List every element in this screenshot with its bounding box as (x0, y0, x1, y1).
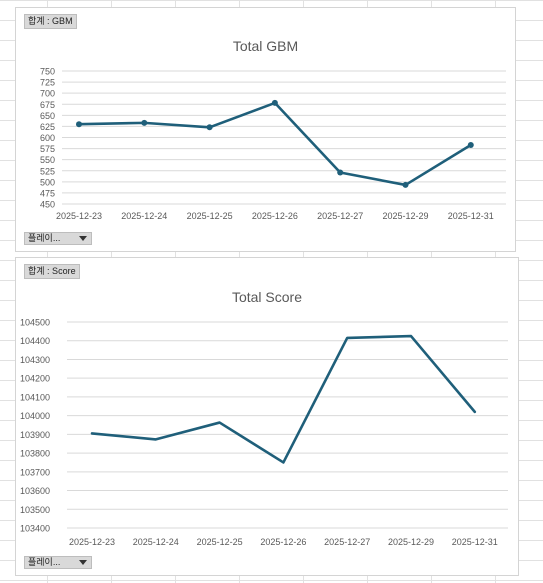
x-tick-label: 2025-12-23 (69, 537, 115, 547)
y-tick-label: 104200 (20, 374, 50, 384)
score-line-chart: 103400 103500 103600 103700 103800 103900 1040… (20, 318, 508, 547)
data-point (271, 99, 278, 106)
field-tag-score[interactable]: 합계 : Score (24, 264, 80, 279)
y-tick-label: 725 (40, 78, 55, 88)
x-tick-label: 2025-12-26 (260, 537, 306, 547)
data-point (402, 181, 409, 188)
y-tick-label: 104300 (20, 355, 50, 365)
gbm-chart-panel: 합계 : GBM Total GBM 450 475 500 525 550 575 600… (15, 7, 516, 252)
x-tick-label: 2025-12-31 (448, 211, 494, 221)
x-tick-label: 2025-12-25 (197, 537, 243, 547)
filter-dropdown-label: 플레이... (28, 233, 61, 243)
player-filter-dropdown[interactable]: 플레이... (24, 556, 92, 569)
y-tick-label: 525 (40, 166, 55, 176)
y-tick-label: 750 (40, 67, 55, 77)
y-tick-label: 103900 (20, 430, 50, 440)
y-tick-label: 675 (40, 100, 55, 110)
data-point (141, 119, 148, 126)
y-tick-label: 500 (40, 177, 55, 187)
y-tick-label: 625 (40, 122, 55, 132)
x-tick-label: 2025-12-25 (187, 211, 233, 221)
y-tick-label: 104100 (20, 392, 50, 402)
y-tick-label: 103500 (20, 505, 50, 515)
x-tick-label: 2025-12-24 (121, 211, 167, 221)
y-tick-label: 104000 (20, 411, 50, 421)
y-tick-label: 700 (40, 89, 55, 99)
score-chart-panel: 합계 : Score Total Score 103400 103500 10360… (15, 257, 519, 576)
player-filter-dropdown[interactable]: 플레이... (24, 232, 92, 245)
y-tick-label: 104500 (20, 318, 50, 328)
dropdown-arrow-icon[interactable] (79, 560, 87, 565)
y-tick-label: 103400 (20, 524, 50, 534)
series-line (90, 334, 477, 464)
y-tick-label: 575 (40, 144, 55, 154)
x-tick-label: 2025-12-29 (382, 211, 428, 221)
x-tick-label: 2025-12-24 (133, 537, 179, 547)
y-tick-label: 104400 (20, 336, 50, 346)
data-point (76, 121, 82, 128)
data-point (467, 142, 474, 149)
data-point (337, 169, 344, 176)
chart-title-gbm: Total GBM (232, 38, 299, 54)
data-point (206, 124, 213, 131)
y-tick-label: 600 (40, 133, 55, 143)
x-tick-label: 2025-12-29 (388, 537, 434, 547)
field-tag-gbm[interactable]: 합계 : GBM (24, 14, 77, 29)
dropdown-arrow-icon[interactable] (79, 236, 87, 241)
x-tick-label: 2025-12-27 (324, 537, 370, 547)
y-tick-label: 103800 (20, 449, 50, 459)
y-tick-label: 550 (40, 155, 55, 165)
x-tick-label: 2025-12-23 (56, 211, 102, 221)
chart-title-score: Total Score (231, 289, 303, 305)
y-tick-label: 475 (40, 188, 55, 198)
y-tick-label: 450 (40, 200, 55, 210)
y-tick-label: 103700 (20, 467, 50, 477)
x-tick-label: 2025-12-31 (452, 537, 498, 547)
x-tick-label: 2025-12-26 (252, 211, 298, 221)
filter-dropdown-label: 플레이... (28, 557, 61, 567)
y-tick-label: 650 (40, 111, 55, 121)
x-tick-label: 2025-12-27 (317, 211, 363, 221)
y-tick-label: 103600 (20, 486, 50, 496)
